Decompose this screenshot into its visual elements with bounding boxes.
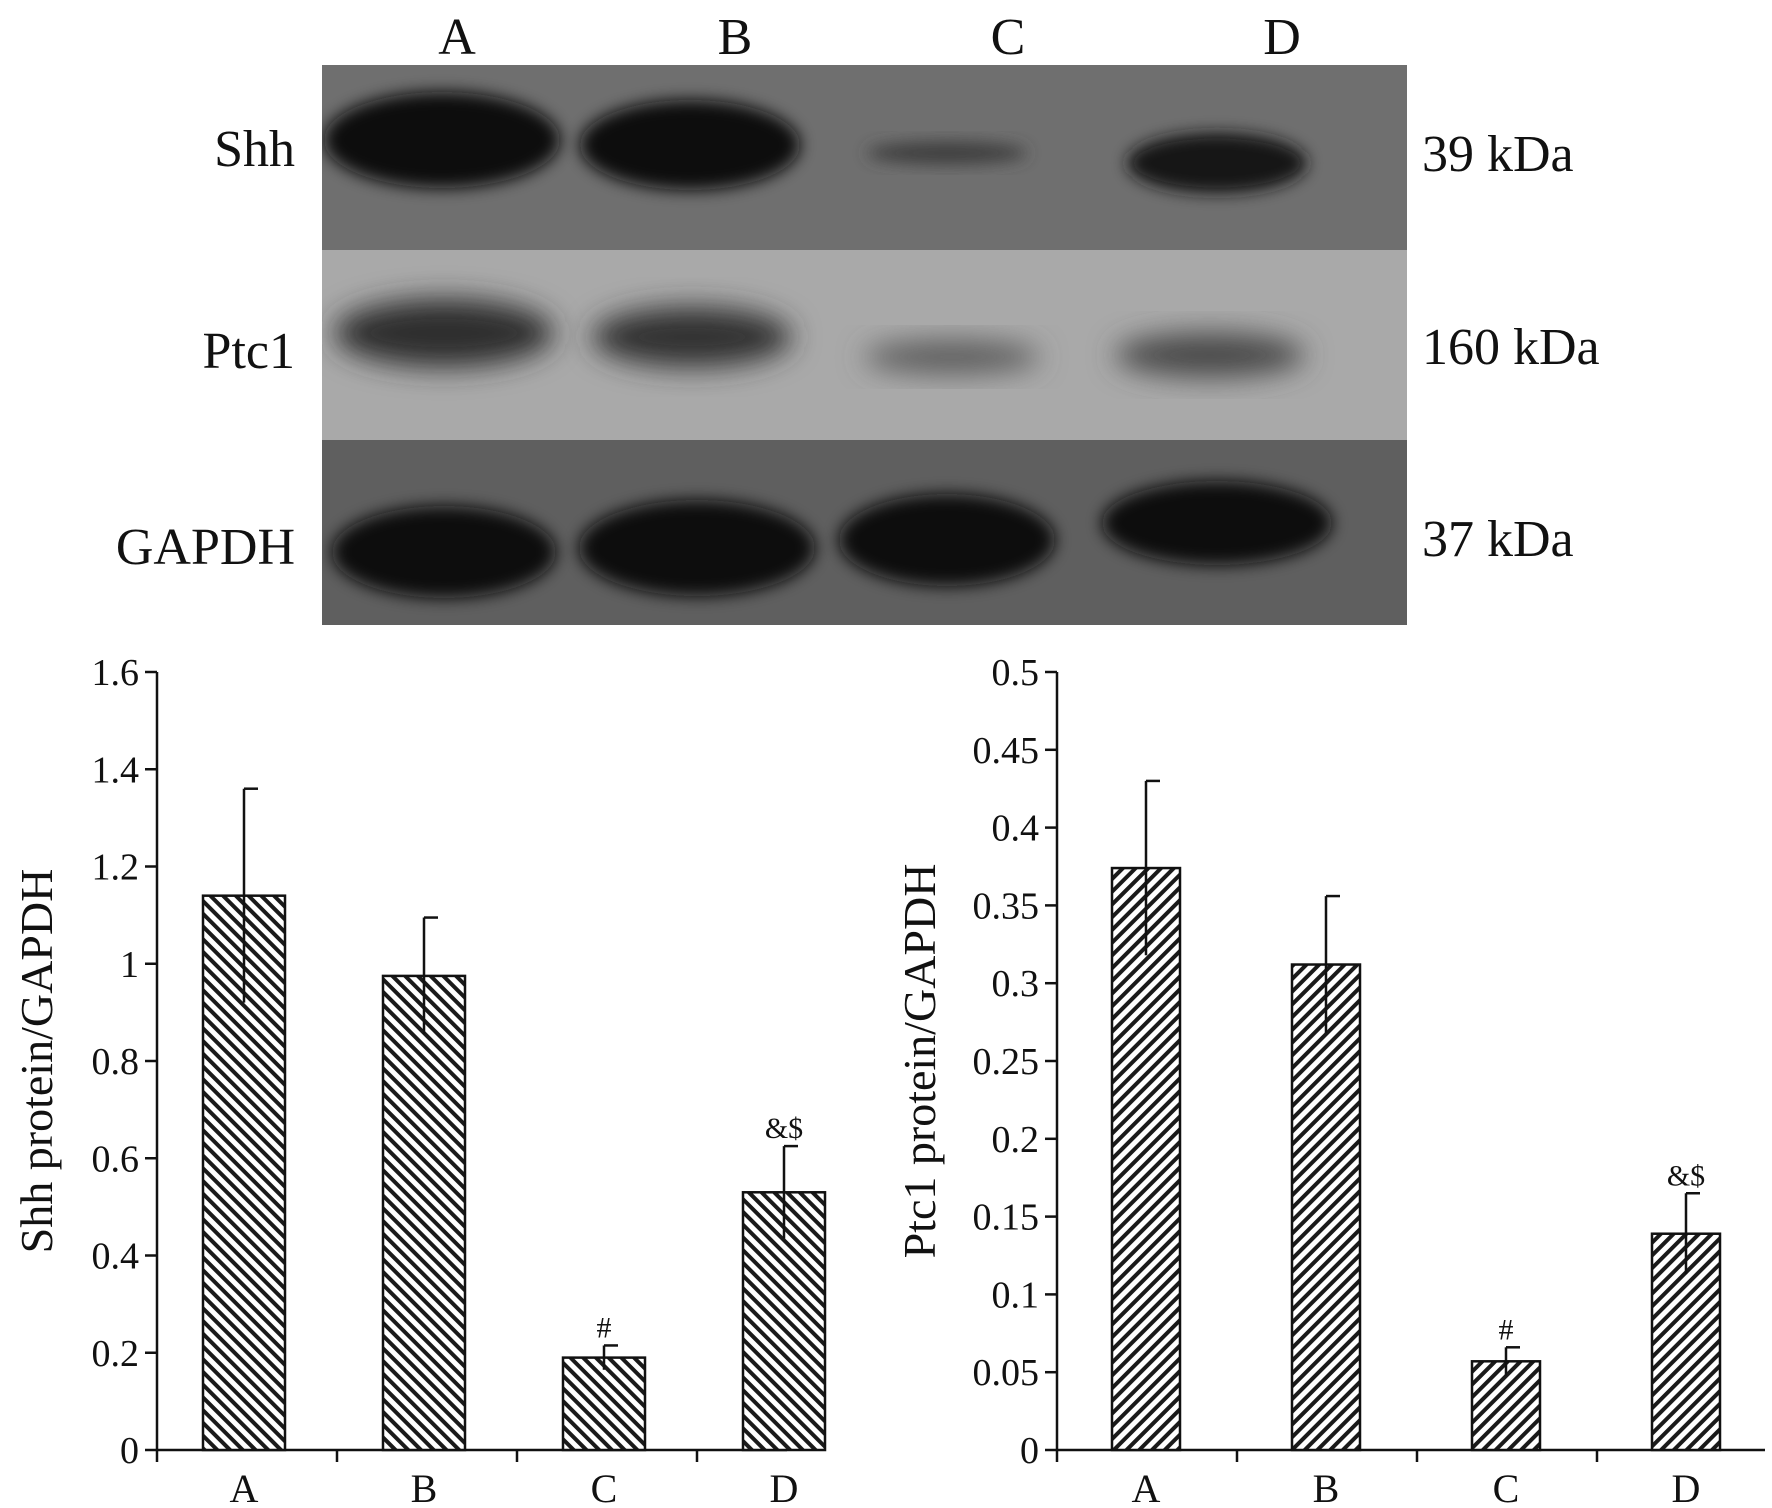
shh-band-a	[324, 92, 560, 188]
y-tick-label: 0.45	[973, 730, 1040, 772]
x-tick-label: B	[1313, 1466, 1340, 1508]
y-axis-label: Shh protein/GAPDH	[11, 869, 62, 1254]
gapdh-band-a	[332, 506, 556, 598]
bar-b	[1290, 963, 1362, 1452]
lane-label-a: A	[438, 9, 476, 66]
x-tick-label: A	[1132, 1466, 1161, 1508]
y-tick-label: 0.4	[992, 808, 1040, 850]
lane-label-c: C	[990, 9, 1026, 66]
y-tick-label: 1.4	[92, 749, 140, 791]
x-tick-label: C	[1493, 1466, 1520, 1508]
x-tick-label: D	[770, 1466, 799, 1508]
y-tick-label: 0.35	[973, 885, 1040, 927]
gapdh-band-c	[839, 494, 1055, 586]
y-tick-label: 0.25	[973, 1041, 1040, 1083]
mw-label-shh: 39 kDa	[1422, 126, 1574, 183]
ptc1-bar-chart: 0 0.05 0.1 0.15 0.2 0.25 0.3 0.35 0.4 0.45 0.5 A B C #…	[894, 652, 1765, 1508]
ptc1-band-b	[592, 307, 792, 367]
y-axis-label: Ptc1 protein/GAPDH	[894, 864, 945, 1259]
gapdh-band-d	[1102, 481, 1332, 565]
western-blot-image	[322, 65, 1407, 625]
significance-label: &$	[1667, 1159, 1705, 1192]
gapdh-band-b	[579, 500, 815, 596]
mw-label-gapdh: 37 kDa	[1422, 511, 1574, 568]
bar-c	[561, 1356, 647, 1452]
significance-label: #	[597, 1311, 612, 1344]
x-tick-label: A	[230, 1466, 259, 1508]
y-tick-label: 0.15	[973, 1197, 1040, 1239]
y-tick-label: 0	[120, 1430, 139, 1472]
x-tick-label: B	[411, 1466, 438, 1508]
y-tick-label: 0.2	[992, 1119, 1040, 1161]
y-tick-label: 1	[120, 944, 139, 986]
shh-band-b	[580, 100, 800, 190]
row-label-ptc1: Ptc1	[202, 323, 295, 380]
shh-band-c	[867, 142, 1027, 164]
ptc1-band-d	[1115, 333, 1305, 377]
y-tick-label: 1.6	[92, 652, 140, 694]
lane-label-b: B	[717, 9, 753, 66]
significance-label: #	[1499, 1313, 1514, 1346]
x-tick-label: D	[1672, 1466, 1701, 1508]
y-tick-label: 0.4	[92, 1236, 140, 1278]
significance-label: &$	[765, 1112, 803, 1145]
y-tick-label: 0.2	[92, 1333, 140, 1375]
y-tick-label: 0.8	[92, 1041, 140, 1083]
y-tick-label: 1.2	[92, 847, 140, 889]
ptc1-band-a	[334, 299, 554, 367]
mw-label-ptc1: 160 kDa	[1422, 319, 1600, 376]
row-label-gapdh: GAPDH	[115, 519, 295, 576]
shh-band-d	[1127, 133, 1307, 193]
bar-a	[1110, 866, 1182, 1452]
shh-bar-chart: 0 0.2 0.4 0.6 0.8 1 1.2 1.4 1.6 A B C # D &$ Shh protei…	[11, 652, 827, 1508]
row-label-shh: Shh	[214, 121, 295, 178]
y-tick-label: 0.1	[992, 1274, 1040, 1316]
x-tick-label: C	[591, 1466, 618, 1508]
y-tick-label: 0.6	[92, 1138, 140, 1180]
y-tick-label: 0.3	[992, 963, 1040, 1005]
y-tick-label: 0.05	[973, 1352, 1040, 1394]
y-tick-label: 0.5	[992, 652, 1040, 694]
bar-b	[381, 974, 467, 1452]
y-tick-label: 0	[1020, 1430, 1039, 1472]
bar-c	[1470, 1360, 1542, 1452]
lane-label-d: D	[1263, 9, 1301, 66]
ptc1-band-c	[864, 341, 1040, 373]
